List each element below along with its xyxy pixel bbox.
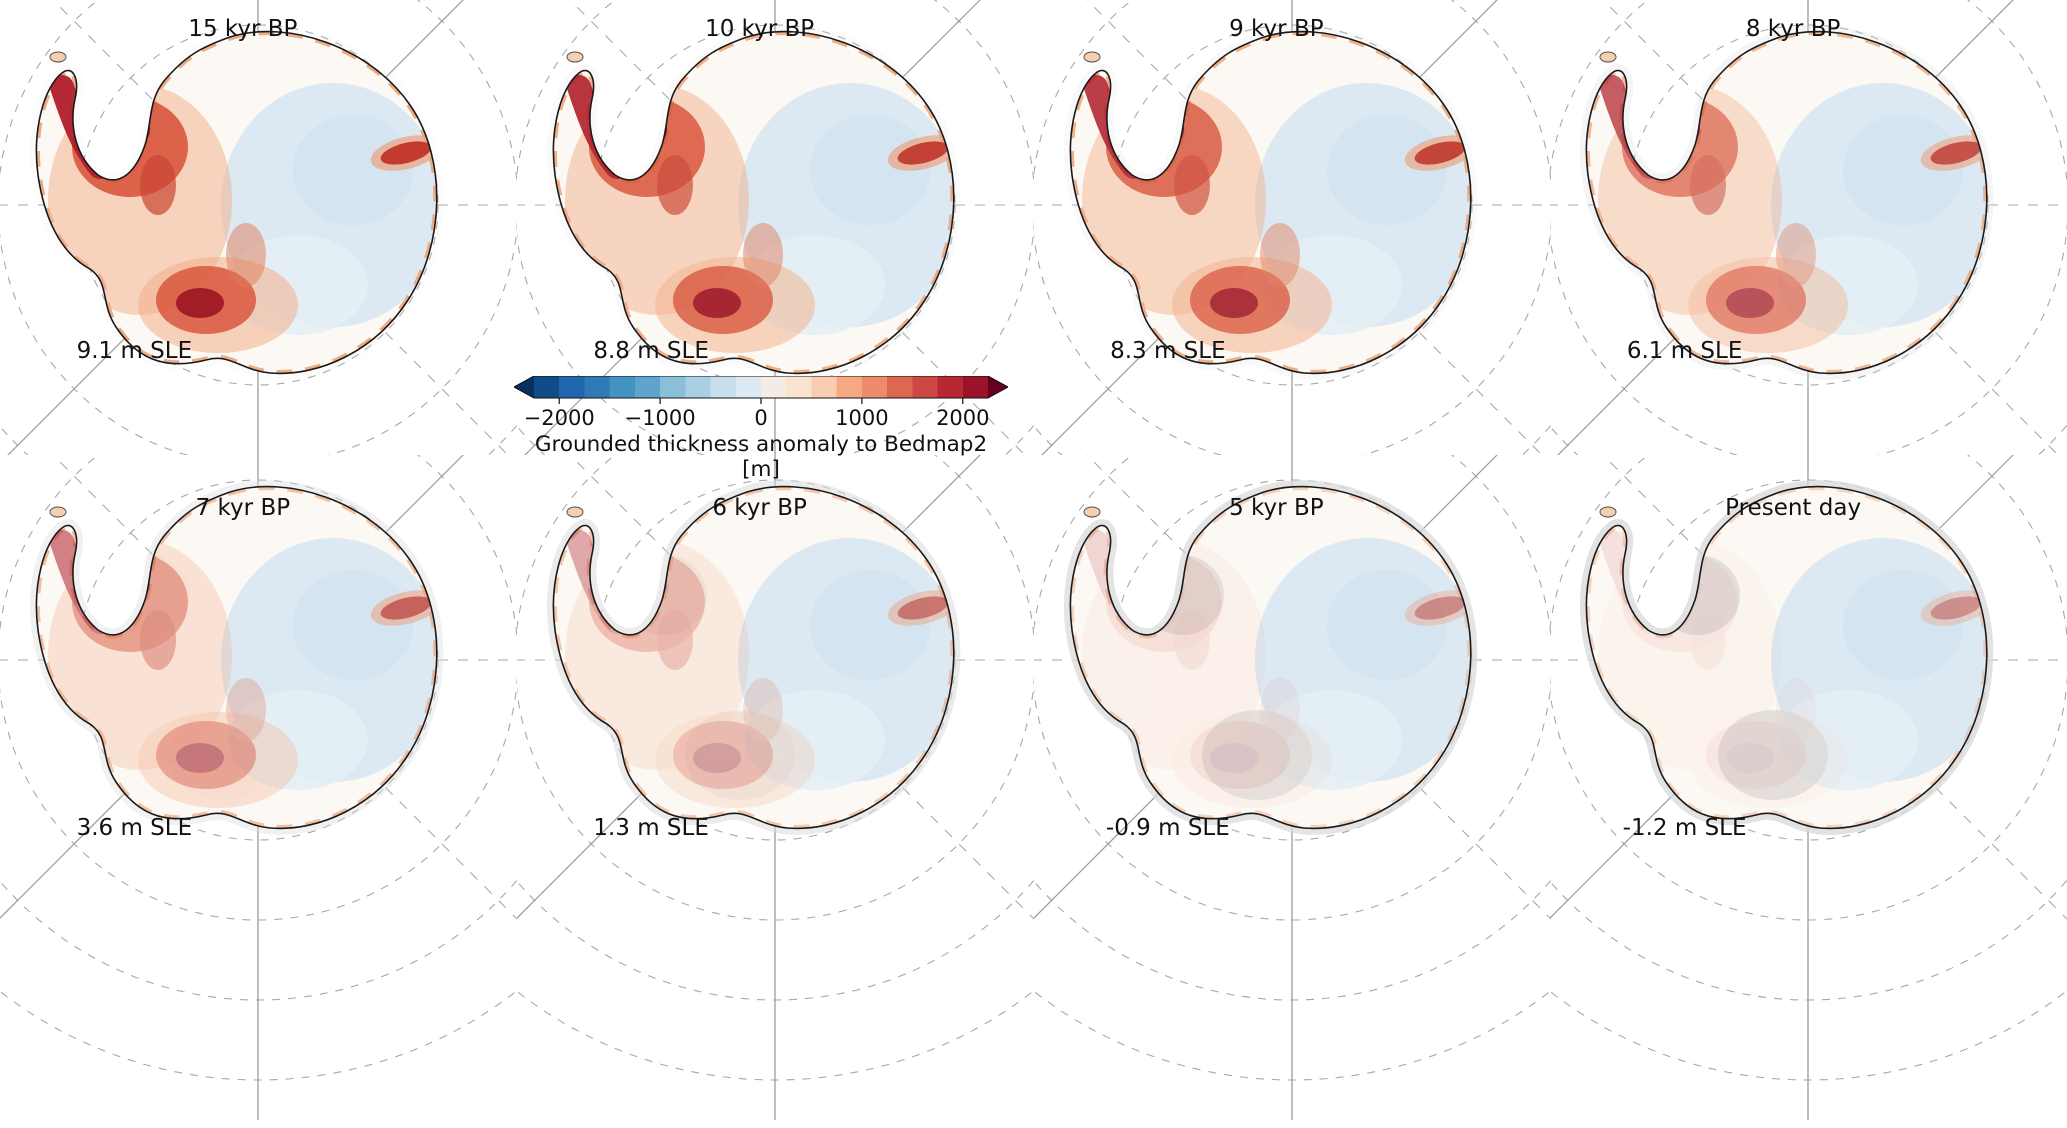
antarctica-map-svg bbox=[1033, 0, 1551, 455]
island-speck bbox=[566, 506, 584, 518]
panel-time-label: Present day bbox=[1725, 495, 1862, 521]
colorbar-gradient bbox=[514, 376, 1008, 404]
amery-red-spot bbox=[370, 135, 437, 171]
grounding-line-outline bbox=[35, 30, 438, 375]
antarctica-map-svg bbox=[516, 455, 1034, 1120]
antarctica-map-svg bbox=[1550, 0, 2067, 455]
map-panel: 8 kyr BP 6.1 m SLE bbox=[1550, 0, 2067, 455]
island-speck bbox=[566, 51, 584, 63]
colorbar-label: Grounded thickness anomaly to Bedmap2 [m… bbox=[534, 432, 988, 482]
colorbar-tick: −1000 bbox=[624, 406, 696, 430]
map-panel: 6 kyr BP 1.3 m SLE bbox=[516, 455, 1034, 1128]
panel-sle-label: -0.9 m SLE bbox=[1105, 815, 1230, 841]
panel-row-bottom: 7 kyr BP 3.6 m SLE 6 kyr BP 1.3 m SLE 5 … bbox=[0, 455, 2067, 1128]
east-antarctica-blue bbox=[1254, 538, 1471, 790]
map-panel: Present day -1.2 m SLE bbox=[1550, 455, 2067, 1128]
grounding-line-outline bbox=[1585, 30, 1988, 375]
map-panel: 7 kyr BP 3.6 m SLE bbox=[0, 455, 517, 1128]
panel-time-label: 15 kyr BP bbox=[188, 16, 298, 42]
antarctica-map-svg bbox=[516, 0, 1034, 455]
grounding-line-outline bbox=[552, 485, 955, 830]
panel-time-label: 8 kyr BP bbox=[1745, 16, 1841, 42]
island-speck bbox=[1599, 506, 1617, 518]
anomaly-layers bbox=[553, 486, 954, 829]
island-speck bbox=[49, 51, 67, 63]
grounding-line-outline bbox=[1585, 485, 1988, 830]
panel-sle-label: 1.3 m SLE bbox=[593, 815, 709, 841]
panel-time-label: 6 kyr BP bbox=[712, 495, 807, 521]
map-panel: 15 kyr BP 9.1 m SLE bbox=[0, 0, 517, 455]
antarctica-map bbox=[0, 0, 517, 455]
grounding-line-outline bbox=[35, 485, 438, 830]
colorbar-tick: 1000 bbox=[835, 406, 889, 430]
panel-sle-label: 8.8 m SLE bbox=[593, 338, 709, 364]
panel-sle-label: 6.1 m SLE bbox=[1626, 338, 1743, 364]
antarctica-map bbox=[1033, 455, 1551, 1128]
antarctica-map bbox=[1033, 0, 1551, 455]
panel-time-label: 5 kyr BP bbox=[1229, 495, 1324, 521]
colorbar: −2000 −1000 0 1000 2000 Grounded thickne… bbox=[514, 376, 1008, 482]
antarctica-map bbox=[1550, 455, 2067, 1128]
colorbar-right-arrow bbox=[988, 376, 1008, 398]
east-antarctica-blue bbox=[1771, 538, 1988, 790]
map-panel: 10 kyr BP 8.8 m SLE bbox=[516, 0, 1034, 455]
antarctica-map bbox=[516, 0, 1034, 455]
colorbar-tick: −2000 bbox=[523, 406, 595, 430]
amery-red-spot bbox=[1921, 135, 1988, 171]
grounding-line-outline bbox=[1069, 30, 1472, 375]
east-antarctica-blue bbox=[737, 538, 954, 790]
antarctica-map bbox=[1550, 0, 2067, 455]
amery-red-spot bbox=[1404, 590, 1471, 626]
colorbar-tick: 2000 bbox=[936, 406, 990, 430]
colorbar-tick: 0 bbox=[754, 406, 768, 430]
antarctica-map bbox=[516, 455, 1034, 1128]
amery-red-spot bbox=[1404, 135, 1471, 171]
amery-red-spot bbox=[370, 590, 437, 626]
anomaly-layers bbox=[1586, 486, 1988, 829]
panel-sle-label: -1.2 m SLE bbox=[1622, 815, 1747, 841]
colorbar-ticks: −2000 −1000 0 1000 2000 bbox=[514, 405, 1008, 431]
antarctica-map-svg bbox=[0, 0, 517, 455]
panel-row-top: 15 kyr BP 9.1 m SLE 10 kyr BP 8.8 m SLE … bbox=[0, 0, 2067, 455]
map-panel: 5 kyr BP -0.9 m SLE bbox=[1033, 455, 1551, 1128]
panel-sle-label: 9.1 m SLE bbox=[76, 338, 193, 364]
antarctica-map bbox=[0, 455, 517, 1128]
amery-red-spot bbox=[1921, 590, 1988, 626]
island-speck bbox=[1599, 51, 1617, 63]
island-speck bbox=[1083, 51, 1100, 63]
colorbar-left-arrow bbox=[514, 376, 534, 398]
grounding-line-outline bbox=[1069, 485, 1472, 830]
panel-time-label: 9 kyr BP bbox=[1229, 16, 1324, 42]
panel-time-label: 10 kyr BP bbox=[705, 16, 815, 42]
grounding-line-outline bbox=[552, 30, 955, 375]
island-speck bbox=[49, 506, 67, 518]
antarctica-map-svg bbox=[1033, 455, 1551, 1120]
island-speck bbox=[1083, 506, 1100, 518]
panel-sle-label: 3.6 m SLE bbox=[76, 815, 193, 841]
antarctica-map-svg bbox=[0, 455, 517, 1120]
amery-red-spot bbox=[887, 590, 954, 626]
amery-red-spot bbox=[887, 135, 954, 171]
anomaly-layers bbox=[36, 486, 437, 829]
east-antarctica-blue bbox=[221, 538, 437, 790]
panel-time-label: 7 kyr BP bbox=[195, 495, 291, 521]
panel-sle-label: 8.3 m SLE bbox=[1110, 338, 1226, 364]
map-panel: 9 kyr BP 8.3 m SLE bbox=[1033, 0, 1551, 455]
antarctica-map-svg bbox=[1550, 455, 2067, 1120]
